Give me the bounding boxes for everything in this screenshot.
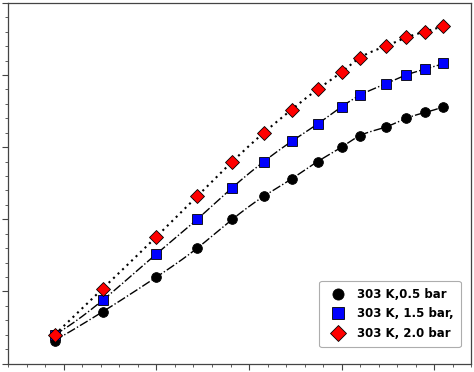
Legend: 303 K,0.5 bar, 303 K, 1.5 bar,, 303 K, 2.0 bar: 303 K,0.5 bar, 303 K, 1.5 bar,, 303 K, 2… [319,281,461,347]
